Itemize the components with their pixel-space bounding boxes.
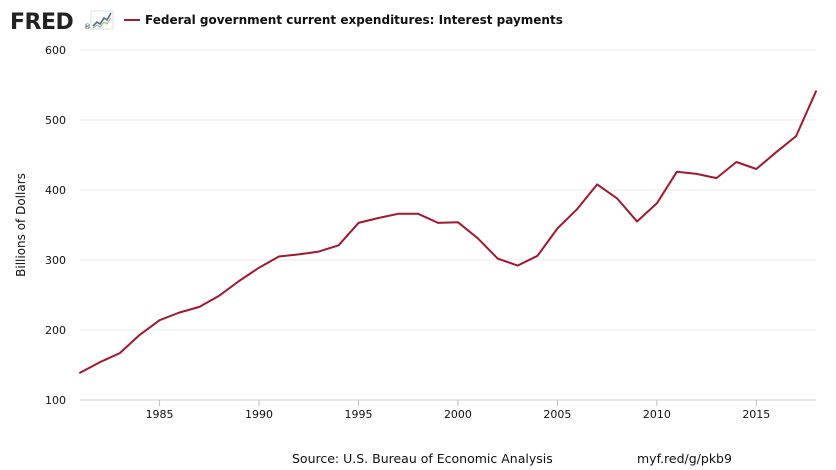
data-point-1987[interactable] <box>194 302 204 312</box>
y-tick-label-600: 600 <box>45 44 66 57</box>
data-point-1991[interactable] <box>274 252 284 262</box>
data-point-1999[interactable] <box>433 218 443 228</box>
x-tick-label-2005: 2005 <box>543 408 571 421</box>
registered-mark: ® <box>84 23 91 31</box>
series-layer <box>75 86 821 378</box>
data-point-1998[interactable] <box>413 209 423 219</box>
fred-logo-text: FRED <box>10 10 73 35</box>
data-point-1982[interactable] <box>95 357 105 367</box>
data-point-1990[interactable] <box>254 263 264 273</box>
data-point-1988[interactable] <box>214 291 224 301</box>
y-tick-label-500: 500 <box>45 114 66 127</box>
data-point-2005[interactable] <box>552 224 562 234</box>
data-point-1986[interactable] <box>174 308 184 318</box>
data-point-1992[interactable] <box>294 249 304 259</box>
x-tick-label-1990: 1990 <box>245 408 273 421</box>
data-point-1983[interactable] <box>115 348 125 358</box>
data-point-2007[interactable] <box>592 179 602 189</box>
x-tick-label-2000: 2000 <box>444 408 472 421</box>
x-tick-label-2015: 2015 <box>742 408 770 421</box>
data-point-2011[interactable] <box>672 167 682 177</box>
source-text: Source: U.S. Bureau of Economic Analysis <box>292 451 553 466</box>
grid-lines <box>80 49 816 401</box>
y-tick-label-400: 400 <box>45 184 66 197</box>
series-line-0 <box>79 90 817 374</box>
y-axis-title: Billions of Dollars <box>14 173 28 277</box>
y-tick-label-300: 300 <box>45 254 66 267</box>
data-point-1981[interactable] <box>75 368 85 378</box>
fred-logo[interactable]: FRED ® <box>10 10 114 35</box>
y-tick-label-200: 200 <box>45 324 66 337</box>
data-point-2012[interactable] <box>692 169 702 179</box>
data-point-1985[interactable] <box>155 315 165 325</box>
data-point-2017[interactable] <box>791 131 801 141</box>
y-axis-ticks: 100 200 300 400 500 600 <box>45 44 66 407</box>
legend: Federal government current expenditures:… <box>124 13 563 27</box>
x-tick-label-1985: 1985 <box>146 408 174 421</box>
data-point-2009[interactable] <box>632 217 642 227</box>
data-point-1995[interactable] <box>353 218 363 228</box>
y-tick-label-100: 100 <box>45 394 66 407</box>
data-point-2001[interactable] <box>473 233 483 243</box>
x-tick-label-2010: 2010 <box>643 408 671 421</box>
chart-trend-icon <box>90 10 114 30</box>
data-point-1996[interactable] <box>373 213 383 223</box>
data-point-1984[interactable] <box>135 330 145 340</box>
data-point-2004[interactable] <box>533 251 543 261</box>
data-point-2014[interactable] <box>731 157 741 167</box>
x-tick-label-1995: 1995 <box>344 408 372 421</box>
data-point-2018[interactable] <box>811 86 821 96</box>
data-point-2002[interactable] <box>493 254 503 264</box>
data-point-2013[interactable] <box>712 173 722 183</box>
data-point-2006[interactable] <box>572 204 582 214</box>
data-point-1994[interactable] <box>334 240 344 250</box>
data-point-2003[interactable] <box>513 261 523 271</box>
data-point-2016[interactable] <box>771 147 781 157</box>
data-point-2015[interactable] <box>751 164 761 174</box>
data-point-2008[interactable] <box>612 193 622 203</box>
data-point-1993[interactable] <box>314 247 324 257</box>
short-url-link[interactable]: myf.red/g/pkb9 <box>637 451 732 466</box>
data-point-1989[interactable] <box>234 276 244 286</box>
data-point-2010[interactable] <box>652 198 662 208</box>
data-point-2000[interactable] <box>453 217 463 227</box>
data-point-1997[interactable] <box>393 209 403 219</box>
x-axis-ticks: 1985 1990 1995 2000 2005 2010 2015 <box>146 400 770 421</box>
legend-label: Federal government current expenditures:… <box>145 13 563 27</box>
